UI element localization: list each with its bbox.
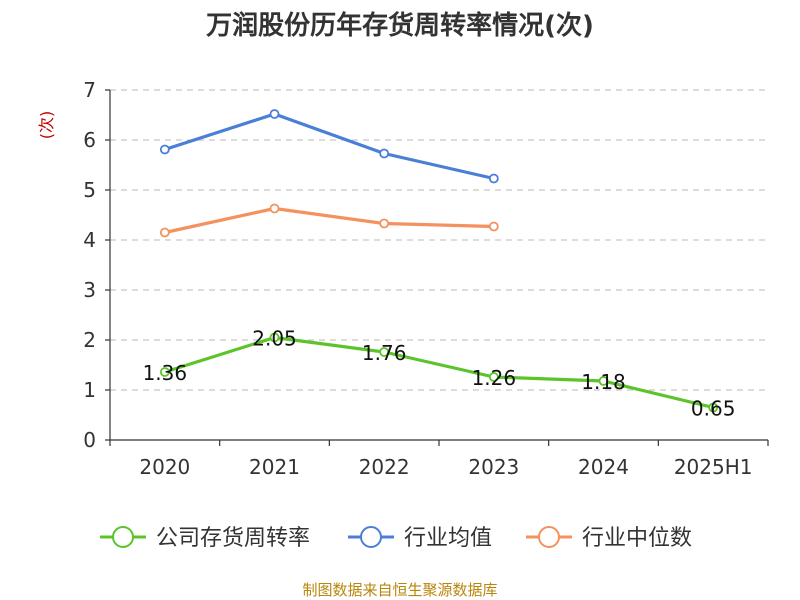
y-tick-label: 2 <box>83 328 96 352</box>
data-label: 1.18 <box>581 370 626 394</box>
y-tick-label: 0 <box>83 428 96 452</box>
data-label: 1.26 <box>472 366 517 390</box>
data-point <box>379 218 390 229</box>
x-tick-label: 2023 <box>468 455 519 479</box>
series-line-2 <box>163 206 496 235</box>
source-note: 制图数据来自恒生聚源数据库 <box>302 581 497 599</box>
legend-item: 行业均值 <box>348 526 492 551</box>
data-label: 2.05 <box>252 327 297 351</box>
y-tick-labels: 0 1 2 3 4 5 6 7 <box>83 78 96 452</box>
data-labels: 1.36 2.05 1.76 1.26 1.18 0.65 <box>143 327 736 421</box>
data-point <box>488 221 499 232</box>
legend-marker <box>360 526 382 548</box>
legend-label: 公司存货周转率 <box>156 526 310 551</box>
data-point <box>598 376 609 386</box>
axes <box>105 89 769 446</box>
x-tick-label: 2022 <box>359 455 410 479</box>
data-label: 1.76 <box>362 341 407 365</box>
x-tick-label: 2021 <box>249 455 300 479</box>
series-line-0 <box>163 335 715 410</box>
x-tick-labels: 2020 2021 2022 2023 2024 2025H1 <box>139 455 752 479</box>
legend-marker <box>538 526 560 548</box>
x-tick-label: 2020 <box>139 455 190 479</box>
data-point <box>708 402 719 413</box>
y-axis-label: (次) <box>37 111 56 140</box>
legend-item: 行业中位数 <box>526 526 692 551</box>
data-point <box>379 148 390 159</box>
chart-title: 万润股份历年存货周转率情况(次) <box>206 10 594 41</box>
y-tick-label: 4 <box>83 228 96 252</box>
data-label: 0.65 <box>691 397 736 421</box>
x-tick-label: 2025H1 <box>674 455 753 479</box>
legend-marker <box>112 526 134 548</box>
y-tick-label: 5 <box>83 178 96 202</box>
data-point <box>269 332 280 343</box>
data-point <box>488 173 499 184</box>
y-tick-label: 7 <box>83 78 96 102</box>
data-point <box>159 144 170 155</box>
series-group <box>159 109 719 413</box>
data-point <box>159 227 170 238</box>
data-label: 1.36 <box>143 361 188 385</box>
data-point <box>269 109 280 119</box>
x-tick-label: 2024 <box>578 455 629 479</box>
data-point <box>488 372 499 382</box>
y-tick-label: 1 <box>83 378 96 402</box>
legend-label: 行业均值 <box>404 526 492 551</box>
legend-item: 公司存货周转率 <box>100 526 310 551</box>
legend-label: 行业中位数 <box>582 526 692 551</box>
series-line-1 <box>163 112 496 181</box>
legend: 公司存货周转率 行业均值 行业中位数 <box>100 526 692 551</box>
y-tick-label: 6 <box>83 128 96 152</box>
data-point <box>379 347 390 357</box>
data-point <box>159 367 170 377</box>
y-tick-label: 3 <box>83 278 96 302</box>
data-point <box>269 203 280 214</box>
